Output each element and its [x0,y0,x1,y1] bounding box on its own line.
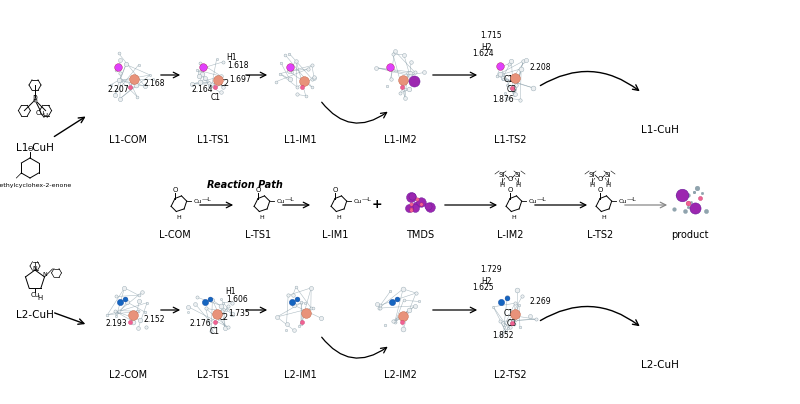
Text: TMDS: TMDS [406,230,434,240]
Text: C1: C1 [210,328,220,337]
Text: 2.168: 2.168 [144,80,166,88]
Text: H: H [336,215,341,220]
Text: L2-CuH: L2-CuH [16,310,54,320]
Text: L1-TS1: L1-TS1 [197,135,229,145]
Text: O: O [598,176,602,182]
Text: 1.876: 1.876 [492,95,514,103]
Text: N: N [33,265,38,271]
Text: O: O [255,187,261,193]
Text: 2.269: 2.269 [530,297,552,307]
Text: C2: C2 [219,314,229,322]
Text: —L: —L [202,197,211,202]
Text: P: P [33,95,38,105]
Text: L2-TS2: L2-TS2 [494,370,526,380]
Text: 1.624: 1.624 [472,48,494,57]
Text: Cu: Cu [528,199,537,204]
Text: L-IM2: L-IM2 [497,230,523,240]
Text: C3: C3 [507,320,517,328]
Text: O: O [507,176,513,182]
Text: product: product [671,230,709,240]
Text: C1: C1 [211,93,221,101]
Text: L1-CuH: L1-CuH [16,143,54,153]
Text: —L: —L [284,197,294,202]
Text: L-IM1: L-IM1 [322,230,348,240]
Text: C1: C1 [504,309,514,318]
Text: H1: H1 [225,288,235,297]
Text: H: H [606,182,610,188]
Text: 2.193: 2.193 [106,320,128,328]
Text: —L: —L [362,197,371,202]
Text: O: O [27,146,33,152]
Text: +: + [372,198,382,212]
Text: —L: —L [626,197,636,202]
Text: 1.606: 1.606 [226,295,248,305]
Text: H: H [499,182,505,188]
Text: Cu: Cu [618,199,626,204]
Text: 1.735: 1.735 [228,309,250,318]
Text: H1: H1 [226,53,237,61]
Text: O: O [332,187,338,193]
Text: 1.697: 1.697 [229,74,250,84]
Text: 1.715: 1.715 [480,30,502,40]
Text: 3-methylcyclohex-2-enone: 3-methylcyclohex-2-enone [0,183,72,187]
Text: L1-IM2: L1-IM2 [384,135,416,145]
Text: C1: C1 [504,74,514,84]
Text: Si: Si [605,172,611,178]
Text: Cu: Cu [194,199,202,204]
Text: Cu: Cu [276,199,285,204]
Text: L2-CuH: L2-CuH [641,360,679,370]
Text: L-COM: L-COM [159,230,191,240]
Text: H: H [176,215,181,220]
Text: Si: Si [515,172,521,178]
Text: 2.152: 2.152 [143,314,165,324]
Text: 1.729: 1.729 [480,265,502,274]
Text: N: N [42,272,47,278]
Text: L-TS2: L-TS2 [587,230,613,240]
Text: L2-COM: L2-COM [109,370,147,380]
Text: —L: —L [536,197,546,202]
Text: 2.208: 2.208 [530,63,551,72]
Text: 1.618: 1.618 [227,61,249,69]
Text: C2: C2 [220,78,230,88]
Text: Cu: Cu [30,292,40,298]
Text: 2.176: 2.176 [190,320,212,328]
Text: L1-IM1: L1-IM1 [284,135,316,145]
Text: H: H [42,113,48,119]
Text: H: H [515,182,521,188]
Text: C3: C3 [507,84,517,93]
Text: Si: Si [589,172,595,178]
Text: L2-IM2: L2-IM2 [383,370,417,380]
Text: Reaction Path: Reaction Path [207,180,283,190]
Text: O: O [598,187,602,193]
Text: L2-IM1: L2-IM1 [284,370,316,380]
Text: H2: H2 [482,42,492,51]
Text: O: O [507,187,513,193]
Text: L1-COM: L1-COM [109,135,147,145]
Text: L1-CuH: L1-CuH [641,125,679,135]
Text: H: H [259,215,264,220]
Text: 1.852: 1.852 [492,330,514,339]
Text: 2.207: 2.207 [108,84,130,93]
Text: H2: H2 [482,278,492,286]
Text: H: H [511,215,516,220]
Text: L2-TS1: L2-TS1 [197,370,230,380]
Text: Cu: Cu [354,199,362,204]
Text: 1.625: 1.625 [472,284,494,292]
Text: H: H [601,215,606,220]
Text: Cu: Cu [35,110,45,116]
Text: L-TS1: L-TS1 [245,230,271,240]
Text: O: O [172,187,178,193]
Text: H: H [38,295,42,301]
Text: L1-TS2: L1-TS2 [494,135,526,145]
Text: 2.164: 2.164 [191,84,213,93]
Text: H: H [590,182,594,188]
Text: Si: Si [499,172,505,178]
